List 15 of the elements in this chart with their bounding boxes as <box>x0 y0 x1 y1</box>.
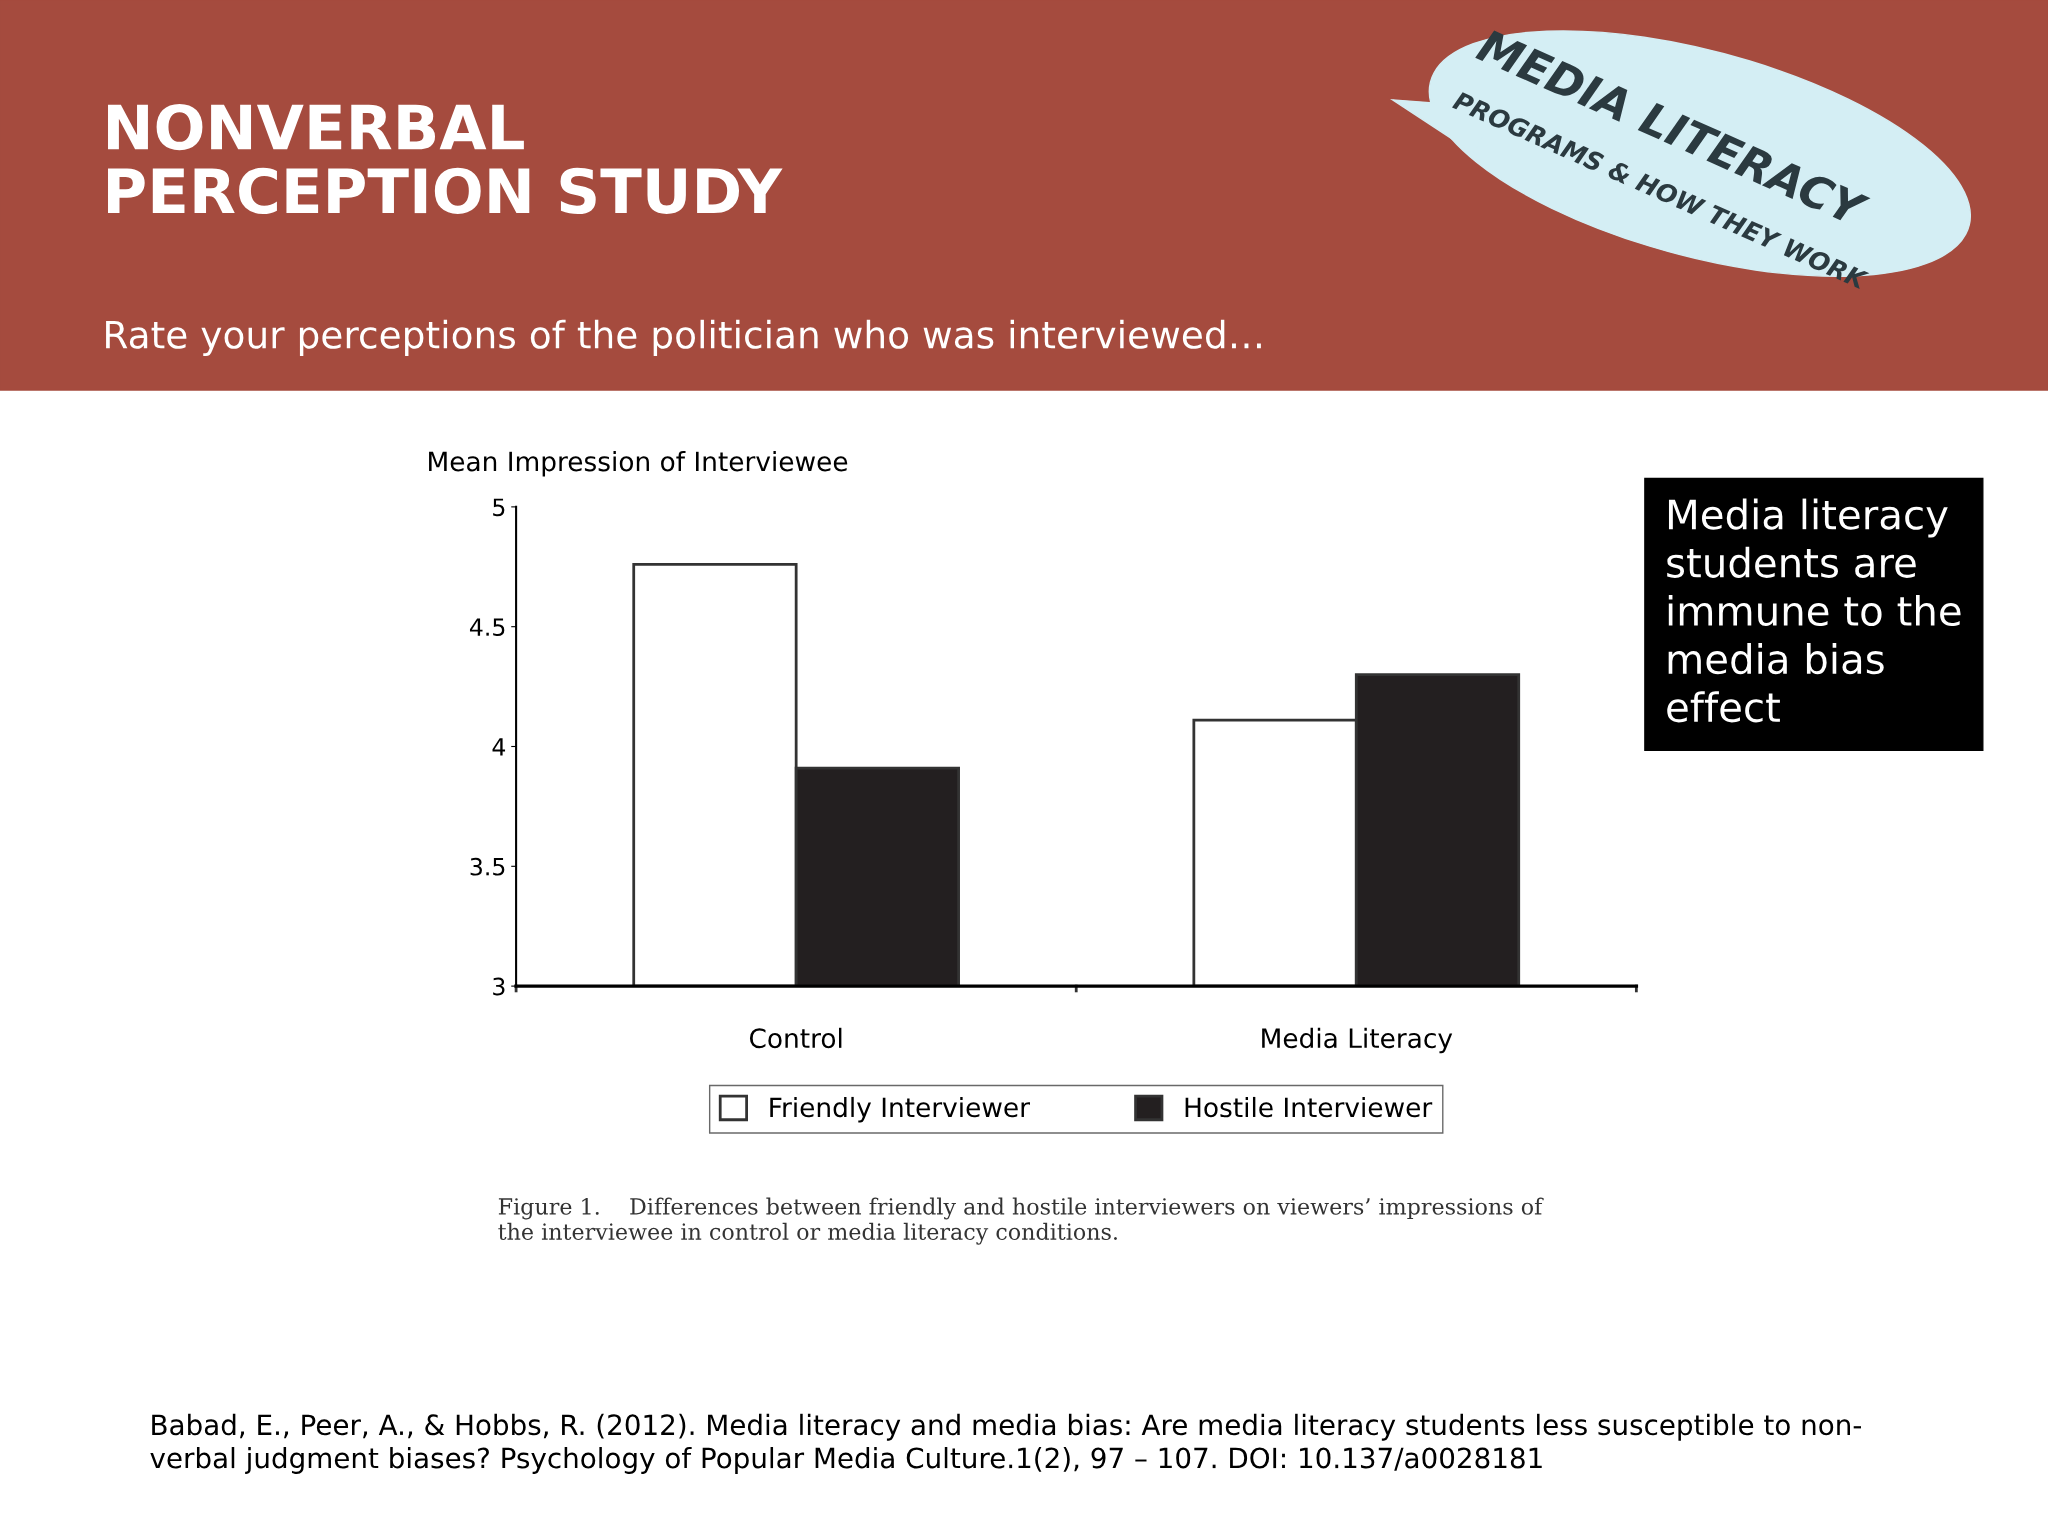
y-tick-label: 3 <box>493 977 505 996</box>
caption: Figure 1. Differences between friendly and hostile interviewers on viewers’ impressions of the interviewee in control or media literacy conditions. <box>498 1197 1544 1245</box>
text: Media literacy students are immune to the media bias effect <box>1667 498 1961 723</box>
chart-subtitle: Rate your perceptions of the politician who was interviewed… <box>106 319 1261 357</box>
text: Babad, E., Peer, A., & Hobbs, R. (2012). Media literacy and media bias: Are media literacy students less susceptible to non- verbal judgment biases? Psychology of Popular Media Culture.1(2), 97 – 107. DOI: 10.137/a0028181 <box>150 1413 1862 1474</box>
y-tick-label: 3.5 <box>470 857 505 876</box>
y-axis-title: Mean Impression of Interviewee <box>429 450 848 477</box>
legend-label: Friendly Interviewer <box>770 1096 1030 1123</box>
chart-title: NONVERBAL PERCEPTION STUDY <box>108 103 783 214</box>
x-tick-label: Media Literacy <box>1262 1027 1453 1054</box>
x-tick-label: Control <box>749 1027 842 1049</box>
y-tick-label: 4.5 <box>469 618 505 636</box>
legend-label: Hostile Interviewer <box>1185 1096 1433 1118</box>
y-tick-label: 5 <box>493 498 505 517</box>
y-tick-label: 4 <box>492 738 506 756</box>
